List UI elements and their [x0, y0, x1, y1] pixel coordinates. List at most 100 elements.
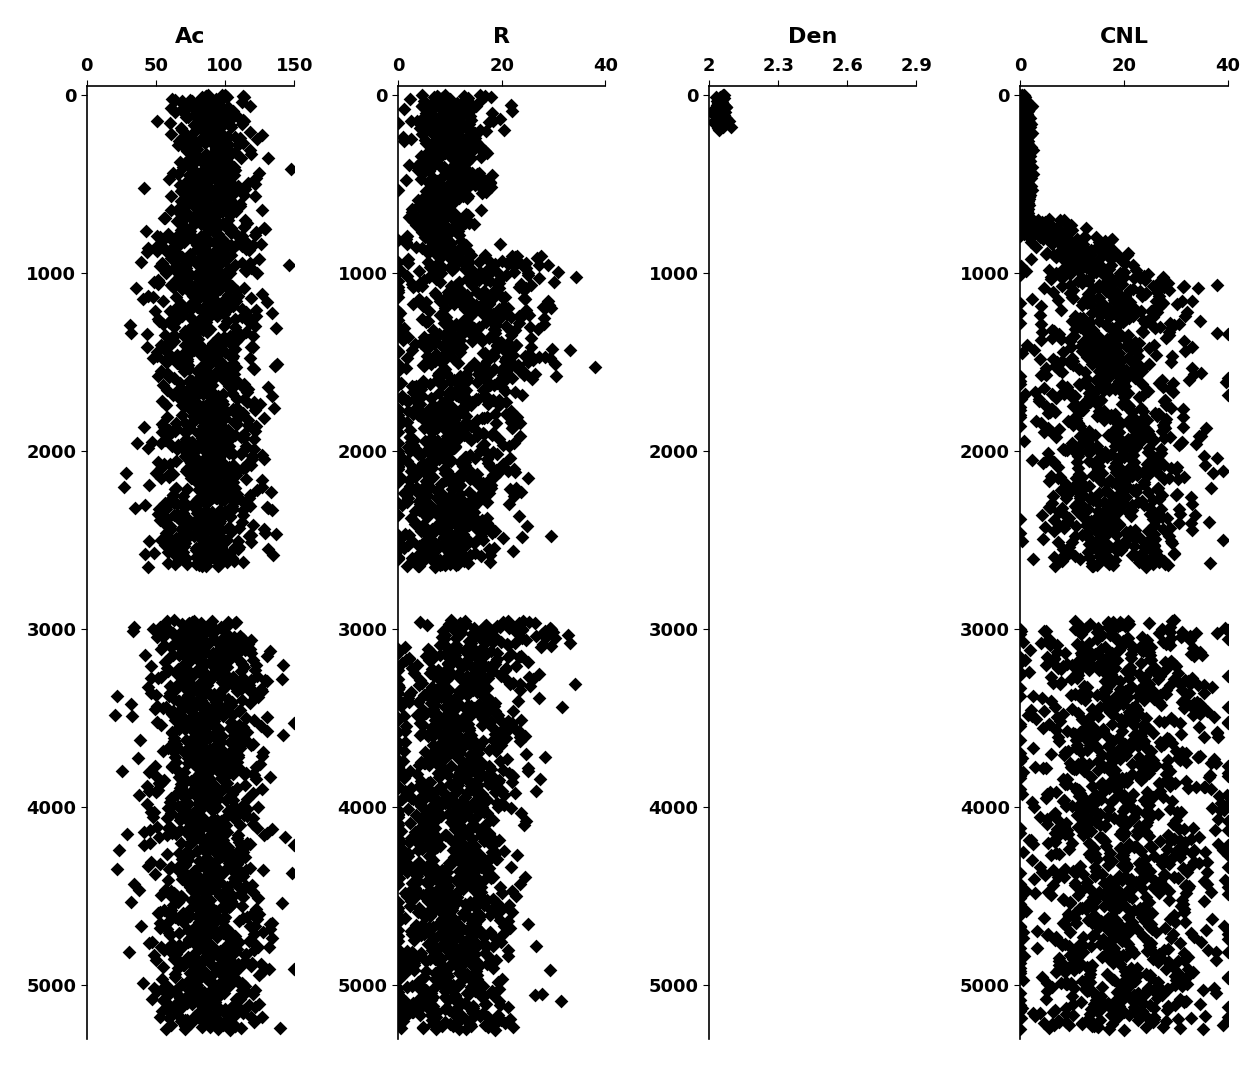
Point [427, 132, 446, 149]
Point [1130, 860, 1149, 877]
Point [449, 696, 469, 713]
Point [252, 748, 272, 765]
Point [195, 217, 215, 235]
Point [391, 994, 410, 1011]
Point [162, 889, 182, 906]
Point [1059, 1016, 1079, 1034]
Point [1120, 888, 1140, 905]
Point [1011, 904, 1030, 921]
Point [206, 1014, 226, 1031]
Point [191, 665, 211, 682]
Point [1106, 537, 1126, 554]
Point [162, 723, 182, 740]
Point [186, 141, 206, 159]
Point [1018, 707, 1038, 724]
Point [182, 620, 202, 637]
Point [494, 455, 513, 472]
Point [1090, 443, 1110, 461]
Point [259, 960, 279, 977]
Point [388, 983, 408, 1000]
Point [461, 670, 481, 688]
Point [153, 232, 172, 250]
Point [1118, 836, 1138, 854]
Point [1078, 982, 1097, 999]
Point [192, 1002, 212, 1020]
Point [258, 825, 278, 842]
Point [159, 860, 179, 877]
Point [186, 555, 206, 572]
Point [1011, 648, 1030, 665]
Point [481, 902, 501, 919]
Point [1049, 733, 1069, 750]
Point [207, 489, 227, 507]
Point [1218, 387, 1238, 404]
Point [1161, 519, 1180, 537]
Point [417, 105, 436, 122]
Point [1161, 459, 1180, 477]
Point [164, 627, 184, 644]
Point [1100, 539, 1120, 556]
Point [213, 708, 233, 725]
Point [1064, 328, 1084, 345]
Point [241, 640, 260, 658]
Point [436, 325, 456, 342]
Point [448, 166, 467, 183]
Point [1059, 231, 1079, 248]
Point [179, 750, 198, 767]
Point [388, 816, 408, 833]
Point [458, 287, 477, 304]
Point [224, 800, 244, 817]
Point [450, 377, 470, 394]
Point [1080, 252, 1100, 269]
Point [206, 215, 226, 232]
Point [467, 874, 487, 891]
Point [498, 636, 518, 653]
Point [180, 933, 200, 950]
Point [477, 704, 497, 721]
Point [450, 544, 470, 561]
Point [1188, 749, 1208, 766]
Point [180, 683, 200, 700]
Point [388, 902, 408, 919]
Point [539, 349, 559, 366]
Point [1018, 159, 1038, 176]
Point [215, 331, 234, 348]
Point [233, 841, 253, 858]
Point [188, 110, 208, 127]
Point [203, 164, 223, 181]
Point [202, 624, 222, 642]
Point [208, 92, 228, 109]
Point [440, 487, 460, 504]
Point [1017, 96, 1037, 114]
Point [496, 349, 516, 366]
Point [455, 613, 475, 630]
Point [486, 931, 506, 948]
Point [485, 283, 505, 300]
Point [176, 627, 196, 644]
Point [187, 240, 207, 257]
Point [221, 696, 241, 713]
Point [226, 962, 246, 979]
Point [1013, 89, 1033, 106]
Point [388, 957, 408, 975]
Point [474, 435, 494, 452]
Point [216, 503, 236, 521]
Point [159, 314, 179, 331]
Point [394, 787, 414, 804]
Point [1048, 869, 1068, 886]
Point [448, 781, 467, 798]
Point [470, 268, 490, 285]
Point [200, 346, 219, 363]
Point [171, 182, 191, 199]
Point [1208, 811, 1228, 828]
Point [420, 814, 440, 831]
Point [1137, 796, 1157, 813]
Point [140, 684, 160, 702]
Point [1151, 667, 1171, 684]
Point [388, 814, 408, 831]
Point [182, 831, 202, 848]
Point [181, 900, 201, 917]
Point [443, 977, 463, 994]
Point [1094, 897, 1114, 915]
Point [1044, 650, 1064, 667]
